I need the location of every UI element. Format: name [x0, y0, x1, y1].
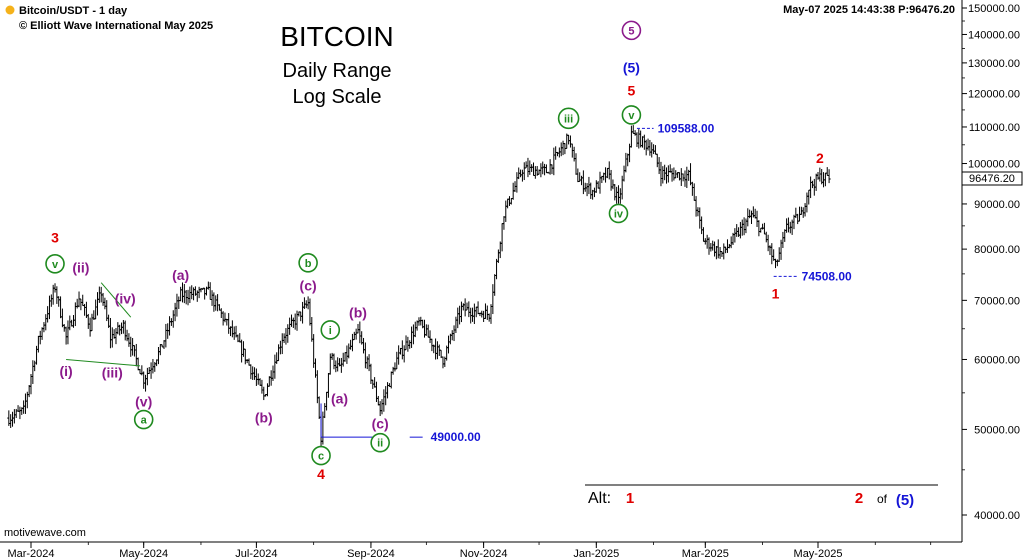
price-bars: [7, 125, 831, 447]
wave-label: iv: [614, 208, 624, 220]
x-tick-label: May-2024: [119, 548, 168, 560]
y-tick-label: 60000.00: [974, 354, 1020, 366]
wave-label: (iii): [102, 364, 123, 380]
wave-label: (c): [372, 415, 389, 431]
wave-label: (a): [172, 267, 189, 283]
wave-label: (c): [300, 277, 317, 293]
wave-label-circle: [621, 105, 642, 125]
x-tick-label: May-2025: [794, 548, 843, 560]
wave-trend-line: [100, 282, 132, 318]
x-axis: Mar-2024 May-2024 Jul-2024 Sep-2024 Nov-2024…: [7, 542, 932, 560]
wave-label: b: [305, 258, 312, 270]
x-tick-label: Jul-2024: [235, 548, 277, 560]
current-price-tag-box: [961, 171, 1023, 186]
alt-of-text: of: [877, 492, 888, 506]
chart-subtitle-range: Daily Range: [283, 60, 392, 82]
wave-label-circle: [311, 445, 331, 466]
annotation-lines: 109588.00 74508.00 49000.00: [66, 121, 852, 444]
alt-degree: (5): [896, 492, 914, 509]
x-tick-label: Sep-2024: [347, 548, 395, 560]
x-tick-label: Mar-2024: [7, 548, 54, 560]
wave-label: i: [329, 325, 332, 337]
wave-label: v: [52, 259, 59, 271]
wave-label: 5: [628, 82, 636, 98]
wave-label: (ii): [72, 259, 89, 275]
wave-label: (b): [255, 409, 273, 425]
y-tick-label: 80000.00: [974, 244, 1020, 256]
wave-label-circle: [320, 320, 341, 340]
y-tick-label: 120000.00: [968, 89, 1020, 101]
x-tick-label: Nov-2024: [460, 548, 508, 560]
wave-label-circle: [370, 432, 390, 453]
plot-area: [0, 0, 962, 542]
wave-label: 5: [628, 25, 634, 37]
y-tick-label: 50000.00: [974, 424, 1020, 436]
status-dot-icon: [5, 5, 15, 15]
alt-wave-2: 2: [855, 490, 863, 507]
wave-label: c: [318, 451, 324, 463]
symbol-line: Bitcoin/USDT - 1 day: [19, 5, 128, 17]
wave-label: 4: [317, 466, 325, 482]
level-label-74508: 74508.00: [802, 269, 852, 283]
y-axis: 40000.00 50000.00 60000.00 70000.00 80000.00…: [962, 3, 1020, 522]
y-tick-label: 40000.00: [974, 510, 1020, 522]
wave-label: a: [141, 415, 148, 427]
wave-label-circle: [557, 107, 580, 130]
current-price-tag: 96476.20: [961, 171, 1023, 186]
copyright-line: © Elliott Wave International May 2025: [19, 20, 213, 32]
wave-trend-line: [66, 358, 141, 367]
alt-label: Alt:: [588, 490, 611, 507]
x-tick-label: Jan-2025: [573, 548, 619, 560]
y-tick-label: 70000.00: [974, 295, 1020, 307]
wave-label: (iv): [115, 291, 136, 307]
wave-label-circle: [298, 252, 318, 273]
y-tick-label: 130000.00: [968, 58, 1020, 70]
wave-label: (5): [623, 59, 640, 75]
alt-wave-1: 1: [626, 490, 634, 507]
alt-count-box: Alt: 1 2 of (5): [585, 484, 938, 509]
wave-label-circle: [621, 20, 642, 41]
wave-labels: 3 v (i) (ii) (iii) (iv) (v) a (a) (b) b (c) i (a) (b) (…: [45, 20, 824, 482]
y-tick-label: 150000.00: [968, 3, 1020, 15]
y-tick-label: 140000.00: [968, 29, 1020, 41]
watermark: motivewave.com: [4, 527, 86, 539]
wave-label-circle: [608, 203, 629, 224]
wave-label-circle: [45, 253, 65, 274]
wave-label: (b): [349, 305, 367, 321]
chart-subtitle-scale: Log Scale: [293, 86, 382, 108]
x-tick-label: Mar-2025: [682, 548, 729, 560]
y-tick-label: 110000.00: [969, 122, 1020, 134]
wave-label: 3: [51, 229, 59, 245]
wave-label: (i): [59, 363, 72, 379]
wave-label: 2: [816, 150, 824, 166]
wave-label: (a): [331, 390, 348, 406]
wave-label-circle: [133, 409, 154, 430]
chart-title: BITCOIN: [280, 21, 394, 52]
wave-label: v: [628, 110, 635, 122]
level-label-49000: 49000.00: [431, 430, 481, 444]
y-tick-label: 90000.00: [974, 199, 1020, 211]
y-tick-label: 100000.00: [968, 159, 1020, 171]
wave-label: 1: [772, 285, 780, 301]
wave-label: ii: [377, 438, 383, 450]
current-price-label: 96476.20: [969, 173, 1015, 185]
wave-label: iii: [564, 113, 573, 125]
wave-label: (v): [135, 393, 152, 409]
status-line: May-07 2025 14:43:38 P:96476.20: [783, 4, 955, 16]
level-label-109588: 109588.00: [658, 121, 715, 135]
